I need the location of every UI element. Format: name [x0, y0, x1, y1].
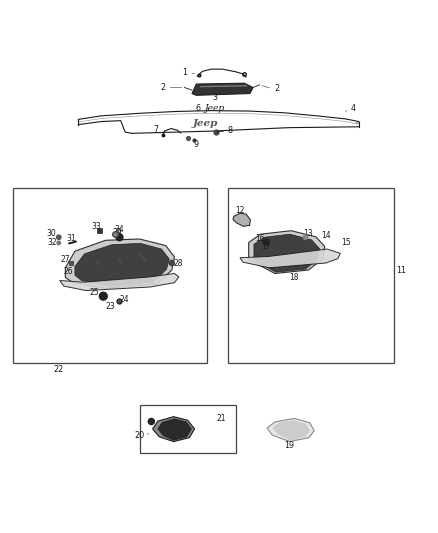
- Text: 19: 19: [284, 441, 294, 450]
- Polygon shape: [249, 231, 325, 273]
- Bar: [97, 228, 102, 233]
- Text: 31: 31: [67, 233, 76, 243]
- Text: 34: 34: [115, 225, 124, 235]
- Text: 28: 28: [173, 259, 183, 268]
- Bar: [140, 405, 236, 454]
- Polygon shape: [254, 234, 319, 272]
- Polygon shape: [60, 273, 179, 290]
- Circle shape: [148, 418, 154, 425]
- Text: 3: 3: [212, 93, 217, 102]
- Text: 25: 25: [90, 288, 99, 297]
- Text: 20: 20: [134, 431, 145, 440]
- Text: 1: 1: [183, 68, 187, 77]
- Circle shape: [99, 292, 107, 300]
- Text: 16: 16: [255, 235, 265, 244]
- Bar: [13, 188, 207, 364]
- Text: 14: 14: [321, 231, 331, 240]
- Polygon shape: [192, 83, 253, 95]
- Circle shape: [263, 239, 269, 245]
- Bar: [70, 262, 74, 265]
- Text: 13: 13: [304, 229, 313, 238]
- Text: 8: 8: [227, 126, 233, 135]
- Circle shape: [169, 261, 174, 265]
- Text: 15: 15: [341, 238, 350, 247]
- Text: 22: 22: [53, 365, 64, 374]
- Text: 12: 12: [235, 206, 245, 215]
- Text: Jeep: Jeep: [192, 119, 218, 128]
- Text: 6: 6: [196, 104, 201, 114]
- Text: Jeep: Jeep: [205, 104, 225, 114]
- Text: 2: 2: [161, 83, 166, 92]
- Text: 29: 29: [113, 228, 123, 237]
- Text: 32: 32: [47, 238, 57, 247]
- Polygon shape: [158, 419, 191, 440]
- Text: 27: 27: [60, 255, 70, 264]
- Polygon shape: [267, 418, 314, 441]
- Circle shape: [57, 241, 60, 245]
- Text: 18: 18: [290, 273, 299, 282]
- Bar: [228, 188, 394, 364]
- Text: 23: 23: [105, 302, 115, 311]
- Text: 24: 24: [120, 295, 130, 304]
- Text: 11: 11: [396, 266, 406, 276]
- Polygon shape: [75, 244, 169, 286]
- Polygon shape: [152, 417, 194, 441]
- Text: 21: 21: [216, 414, 226, 423]
- Text: 2: 2: [275, 84, 279, 93]
- Circle shape: [116, 234, 123, 241]
- Polygon shape: [240, 249, 340, 268]
- Polygon shape: [233, 213, 251, 227]
- Circle shape: [57, 235, 61, 239]
- Text: 33: 33: [91, 222, 101, 231]
- Circle shape: [303, 235, 307, 239]
- Polygon shape: [272, 420, 310, 440]
- Text: 26: 26: [64, 267, 73, 276]
- Text: 4: 4: [351, 104, 356, 113]
- Text: 17: 17: [261, 242, 271, 251]
- Text: 30: 30: [47, 229, 57, 238]
- Text: 7: 7: [153, 125, 158, 134]
- Text: 9: 9: [194, 140, 199, 149]
- Polygon shape: [65, 239, 174, 288]
